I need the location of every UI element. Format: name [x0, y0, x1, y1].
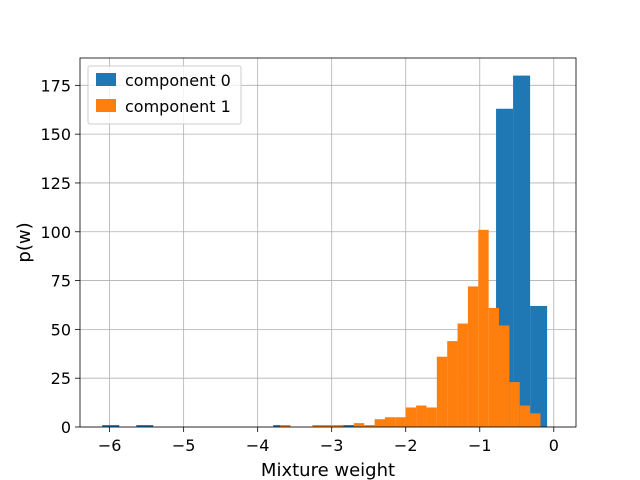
- y-tick-label: 25: [51, 369, 71, 388]
- bar-component-1: [519, 405, 531, 427]
- legend-swatch-component-0: [96, 73, 116, 86]
- bars: [102, 75, 548, 428]
- bar-component-0: [530, 305, 548, 427]
- bar-component-1: [416, 405, 427, 427]
- bar-component-1: [499, 325, 510, 427]
- x-tick-label: −4: [246, 436, 270, 455]
- y-tick-label: 175: [40, 76, 71, 95]
- y-axis-label: p(w): [14, 222, 35, 262]
- bar-component-0: [102, 425, 120, 427]
- y-tick-label: 100: [40, 223, 71, 242]
- bar-component-0: [136, 425, 154, 427]
- x-tick-label: 0: [549, 436, 559, 455]
- bar-component-1: [426, 407, 437, 427]
- bar-component-1: [436, 356, 448, 427]
- y-tick-label: 150: [40, 125, 71, 144]
- x-tick-label: −5: [172, 436, 196, 455]
- bar-component-1: [467, 286, 479, 427]
- legend: component 0 component 1: [87, 65, 242, 125]
- legend-label-component-1: component 1: [125, 97, 231, 116]
- bar-component-1: [488, 307, 500, 427]
- bar-component-1: [395, 417, 406, 427]
- legend-label-component-0: component 0: [125, 71, 231, 90]
- bar-component-1: [509, 382, 520, 427]
- x-axis-label: Mixture weight: [261, 460, 395, 480]
- bar-component-1: [374, 419, 386, 427]
- bar-component-0: [341, 425, 359, 427]
- x-tick-label: −2: [394, 436, 418, 455]
- x-tick-label: −1: [468, 436, 492, 455]
- legend-swatch-component-1: [96, 99, 116, 112]
- bar-component-1: [447, 341, 458, 427]
- bar-component-1: [385, 417, 396, 427]
- y-tick-label: 0: [61, 418, 71, 437]
- bar-component-1: [353, 423, 365, 427]
- bar-component-1: [530, 413, 541, 427]
- bar-component-1: [457, 323, 468, 427]
- bar-component-1: [333, 425, 344, 427]
- bar-component-1: [364, 425, 375, 427]
- bar-component-0: [513, 75, 531, 428]
- axis-ticks: −6 −5 −4 −3 −2 −1 0 0 25 50 75 100 125 150 175: [40, 76, 558, 455]
- plot-frame: [79, 57, 577, 428]
- bar-component-1: [322, 425, 334, 427]
- bar-component-1: [478, 229, 489, 427]
- bar-component-1: [279, 425, 291, 427]
- bar-component-1: [405, 407, 417, 427]
- legend-box: [87, 65, 242, 125]
- y-tick-label: 75: [51, 272, 71, 291]
- x-tick-label: −6: [98, 436, 122, 455]
- x-tick-label: −3: [320, 436, 344, 455]
- bar-component-1: [312, 425, 323, 427]
- y-tick-label: 125: [40, 174, 71, 193]
- y-tick-label: 50: [51, 320, 71, 339]
